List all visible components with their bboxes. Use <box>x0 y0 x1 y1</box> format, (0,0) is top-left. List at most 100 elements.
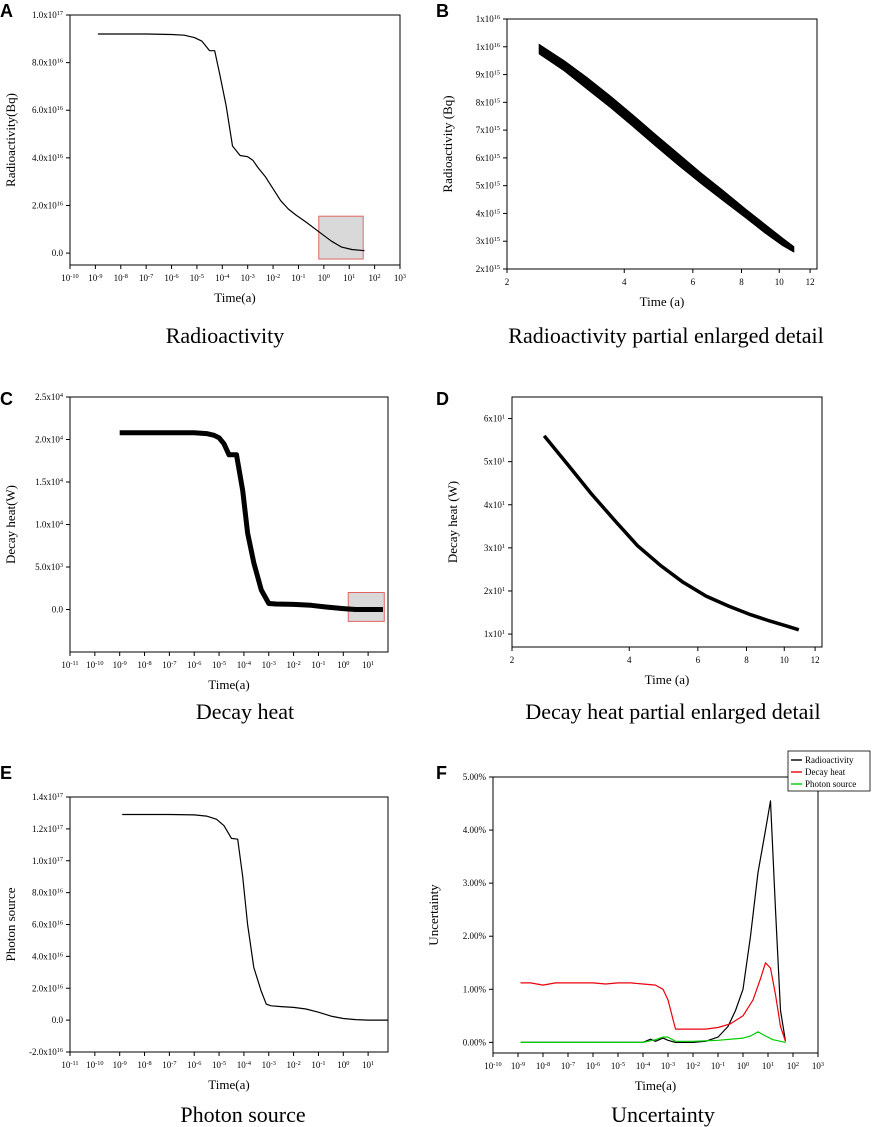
chart-panel-d: 2 4 6 8 10 12 1x101 2x101 3x101 4x101 5x101 6x101 Ti… <box>436 389 823 724</box>
x-tick-label: 10 <box>775 277 785 287</box>
panel-letter: D <box>436 389 449 409</box>
x-tick-label: 10-10 <box>61 273 78 284</box>
y-tick-label: 4.00% <box>463 825 487 835</box>
x-tick-label: 103 <box>394 273 406 284</box>
chart-legend: Radioactivity Decay heat Photon source <box>787 750 871 792</box>
chart-panel-b: 2 4 6 8 10 12 2x1015 3x1015 4x1015 5x1015 6x1015 7x… <box>436 1 824 348</box>
x-tick-label: 10-6 <box>187 660 201 671</box>
y-tick-label: -2.0x1016 <box>29 1047 63 1058</box>
x-tick-label: 10-9 <box>113 1060 127 1071</box>
x-tick-label: 12 <box>806 277 815 287</box>
y-tick-label: 1.0x1017 <box>32 10 63 21</box>
y-tick-label: 1x1016 <box>476 14 500 25</box>
x-axis-label: Time(a) <box>208 1077 249 1092</box>
legend-entry: Radioactivity <box>805 755 854 765</box>
x-tick-label: 10-3 <box>262 660 276 671</box>
y-tick-label: 6x101 <box>484 413 505 424</box>
y-tick-label: 8.0x1016 <box>32 887 63 898</box>
y-tick-label: 5x1015 <box>476 180 500 191</box>
x-tick-label: 10-7 <box>139 273 153 284</box>
x-tick-label: 100 <box>337 660 349 671</box>
panel-letter: A <box>0 1 13 21</box>
series-band <box>538 43 795 253</box>
y-tick-label: 2.00% <box>463 931 487 941</box>
legend-entry: Decay heat <box>805 767 846 777</box>
x-tick-label: 2 <box>505 277 510 287</box>
series-line-radioactivity <box>520 800 787 1044</box>
y-axis-label: Decay heat(W) <box>3 485 18 564</box>
panel-caption: Uncertainty <box>611 1102 715 1127</box>
y-tick-label: 2.0x1016 <box>32 983 63 994</box>
y-axis-label: Radioactivity (Bq) <box>440 95 455 192</box>
series-line-photon-source <box>122 813 388 1021</box>
x-tick-label: 2 <box>510 655 515 665</box>
x-tick-label: 103 <box>812 1061 824 1072</box>
x-tick-label: 101 <box>362 660 374 671</box>
y-tick-label: 1.5x104 <box>35 477 64 488</box>
x-tick-label: 102 <box>787 1061 799 1072</box>
x-tick-label: 6 <box>696 655 701 665</box>
y-axis-label: Photon source <box>3 887 18 961</box>
x-tick-label: 4 <box>622 277 627 287</box>
x-tick-label: 10-8 <box>137 1060 151 1071</box>
x-tick-label: 10-7 <box>162 1060 176 1071</box>
y-tick-label: 3x101 <box>484 542 505 553</box>
x-tick-label: 10-9 <box>88 273 102 284</box>
x-tick-label: 10-4 <box>237 660 252 671</box>
x-tick-label: 10 <box>780 655 790 665</box>
x-tick-label: 10-1 <box>291 273 305 284</box>
series-line-photon-source <box>520 1031 786 1044</box>
y-tick-label: 2.0x104 <box>35 434 64 445</box>
highlight-region <box>318 215 364 260</box>
y-tick-label: 0.0 <box>52 248 64 258</box>
x-tick-label: 100 <box>337 1060 349 1071</box>
plot-frame <box>511 396 823 648</box>
y-tick-label: 5.00% <box>463 772 487 782</box>
y-tick-label: 3x1015 <box>476 236 500 247</box>
x-tick-label: 101 <box>362 1060 374 1071</box>
y-tick-label: 5.0x103 <box>35 562 63 573</box>
x-tick-label: 10-8 <box>536 1061 550 1072</box>
x-tick-label: 10-3 <box>661 1061 675 1072</box>
panel-letter: B <box>436 1 449 21</box>
x-tick-label: 10-1 <box>311 660 325 671</box>
x-tick-label: 10-11 <box>61 1060 78 1071</box>
chart-panel-f: 10-10 10-9 10-8 10-7 10-6 10-5 10-4 10-3 10-2 10-… <box>426 750 871 1127</box>
series-line-decay-heat <box>542 434 800 632</box>
x-tick-label: 10-5 <box>611 1061 625 1072</box>
chart-panel-e: 10-11 10-10 10-9 10-8 10-7 10-6 10-5 10-4 10-3 10… <box>0 763 389 1127</box>
x-tick-label: 10-4 <box>636 1061 651 1072</box>
x-tick-label: 10-9 <box>511 1061 525 1072</box>
x-tick-label: 8 <box>744 655 749 665</box>
series-line-radioactivity <box>97 33 365 252</box>
y-tick-label: 4x101 <box>484 499 505 510</box>
x-tick-label: 6 <box>691 277 696 287</box>
series-line-decay-heat <box>119 430 383 612</box>
x-tick-label: 10-4 <box>237 1060 252 1071</box>
x-tick-label: 10-7 <box>162 660 176 671</box>
panel-letter: F <box>436 763 447 783</box>
x-tick-label: 10-6 <box>586 1061 600 1072</box>
x-tick-label: 100 <box>737 1061 749 1072</box>
y-tick-label: 1.00% <box>463 984 487 994</box>
x-tick-label: 10-1 <box>311 1060 325 1071</box>
x-tick-label: 10-5 <box>212 660 226 671</box>
x-tick-label: 10-2 <box>286 1060 300 1071</box>
y-tick-label: 4.0x1016 <box>32 152 63 163</box>
x-axis-label: Time(a) <box>214 290 255 305</box>
y-tick-label: 6x1015 <box>476 152 500 163</box>
y-tick-label: 0.0 <box>52 1015 64 1025</box>
x-tick-label: 10-3 <box>262 1060 276 1071</box>
y-tick-label: 6.0x1016 <box>32 105 63 116</box>
y-tick-label: 2.0x1016 <box>32 200 63 211</box>
y-tick-label: 9x1015 <box>476 69 500 80</box>
y-tick-label: 5x101 <box>484 456 505 467</box>
y-tick-label: 1.2x1017 <box>32 823 63 834</box>
x-tick-label: 10-11 <box>61 660 78 671</box>
plot-frame <box>69 14 401 266</box>
y-tick-label: 1x1016 <box>476 41 500 52</box>
x-tick-label: 10-10 <box>86 660 103 671</box>
x-tick-label: 10-7 <box>561 1061 575 1072</box>
y-tick-label: 6.0x1016 <box>32 919 63 930</box>
y-tick-label: 1x101 <box>484 629 505 640</box>
